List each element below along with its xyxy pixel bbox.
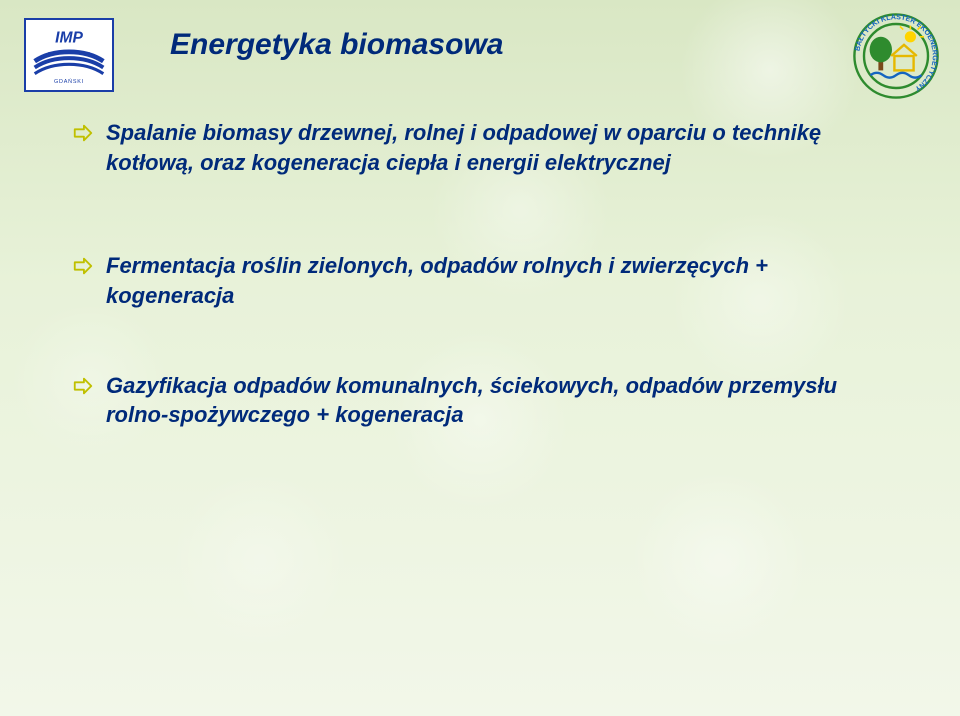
bullet-text: Gazyfikacja odpadów komunalnych, ściekow… bbox=[106, 371, 860, 430]
bullet-arrow-icon bbox=[72, 375, 94, 397]
bullet-text: Spalanie biomasy drzewnej, rolnej i odpa… bbox=[106, 118, 860, 177]
svg-text:P: P bbox=[48, 51, 51, 56]
bullet-arrow-icon bbox=[72, 255, 94, 277]
bullet-item: Gazyfikacja odpadów komunalnych, ściekow… bbox=[72, 371, 860, 430]
imp-pan-logo-icon: IMP P N GDAŃSKI bbox=[30, 25, 108, 85]
bullet-text: Fermentacja roślin zielonych, odpadów ro… bbox=[106, 251, 860, 310]
ekocluster-logo-icon: BAŁTYCKI KLASTER EKOENERGETYCZNY bbox=[848, 8, 944, 104]
bullet-item: Spalanie biomasy drzewnej, rolnej i odpa… bbox=[72, 118, 860, 177]
bullet-list: Spalanie biomasy drzewnej, rolnej i odpa… bbox=[72, 118, 860, 444]
spacer bbox=[72, 191, 860, 251]
logo-left-imp: IMP P N GDAŃSKI bbox=[24, 18, 114, 92]
logo-right-cluster: BAŁTYCKI KLASTER EKOENERGETYCZNY bbox=[848, 8, 944, 104]
svg-text:IMP: IMP bbox=[55, 30, 83, 47]
spacer bbox=[72, 325, 860, 371]
bullet-arrow-icon bbox=[72, 122, 94, 144]
svg-text:N: N bbox=[87, 51, 90, 56]
bullet-item: Fermentacja roślin zielonych, odpadów ro… bbox=[72, 251, 860, 310]
svg-text:GDAŃSKI: GDAŃSKI bbox=[54, 78, 84, 85]
slide-title: Energetyka biomasowa bbox=[170, 28, 503, 62]
